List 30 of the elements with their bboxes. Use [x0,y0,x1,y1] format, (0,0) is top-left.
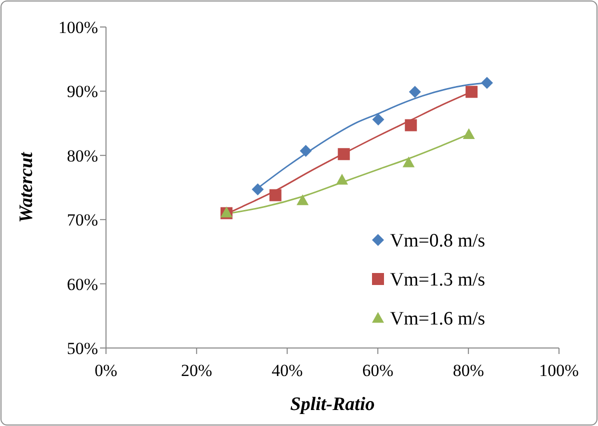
point [404,119,417,132]
x-tick-label: 100% [539,361,579,380]
legend-label: Vm=1.6 m/s [390,308,486,330]
point [269,189,282,202]
x-tick-label: 20% [181,361,212,380]
legend-label: Vm=1.3 m/s [390,270,486,291]
point [300,144,312,157]
point [466,86,478,98]
y-tick-label: 60% [66,274,98,294]
y-tick-label: 70% [66,210,98,230]
x-tick-label: 0% [94,361,118,380]
point [408,86,421,98]
point [402,156,415,168]
legend-label: Vm=0.8 m/s [390,230,486,252]
y-tick-label: 90% [66,82,98,102]
x-axis-title: Split-Ratio [290,394,375,415]
point [296,194,309,206]
x-tick-label: 40% [272,361,303,380]
y-tick-label: 100% [58,18,98,37]
point [336,174,348,185]
x-tick-label: 80% [452,361,484,380]
point [252,183,264,196]
point [338,148,350,160]
y-tick-label: 80% [66,146,98,166]
x-tick-label: 60% [362,361,394,380]
y-tick-label: 50% [66,338,98,358]
point [372,113,384,126]
y-axis-title: Watercut [16,152,37,223]
point [462,128,475,140]
point [480,76,493,89]
